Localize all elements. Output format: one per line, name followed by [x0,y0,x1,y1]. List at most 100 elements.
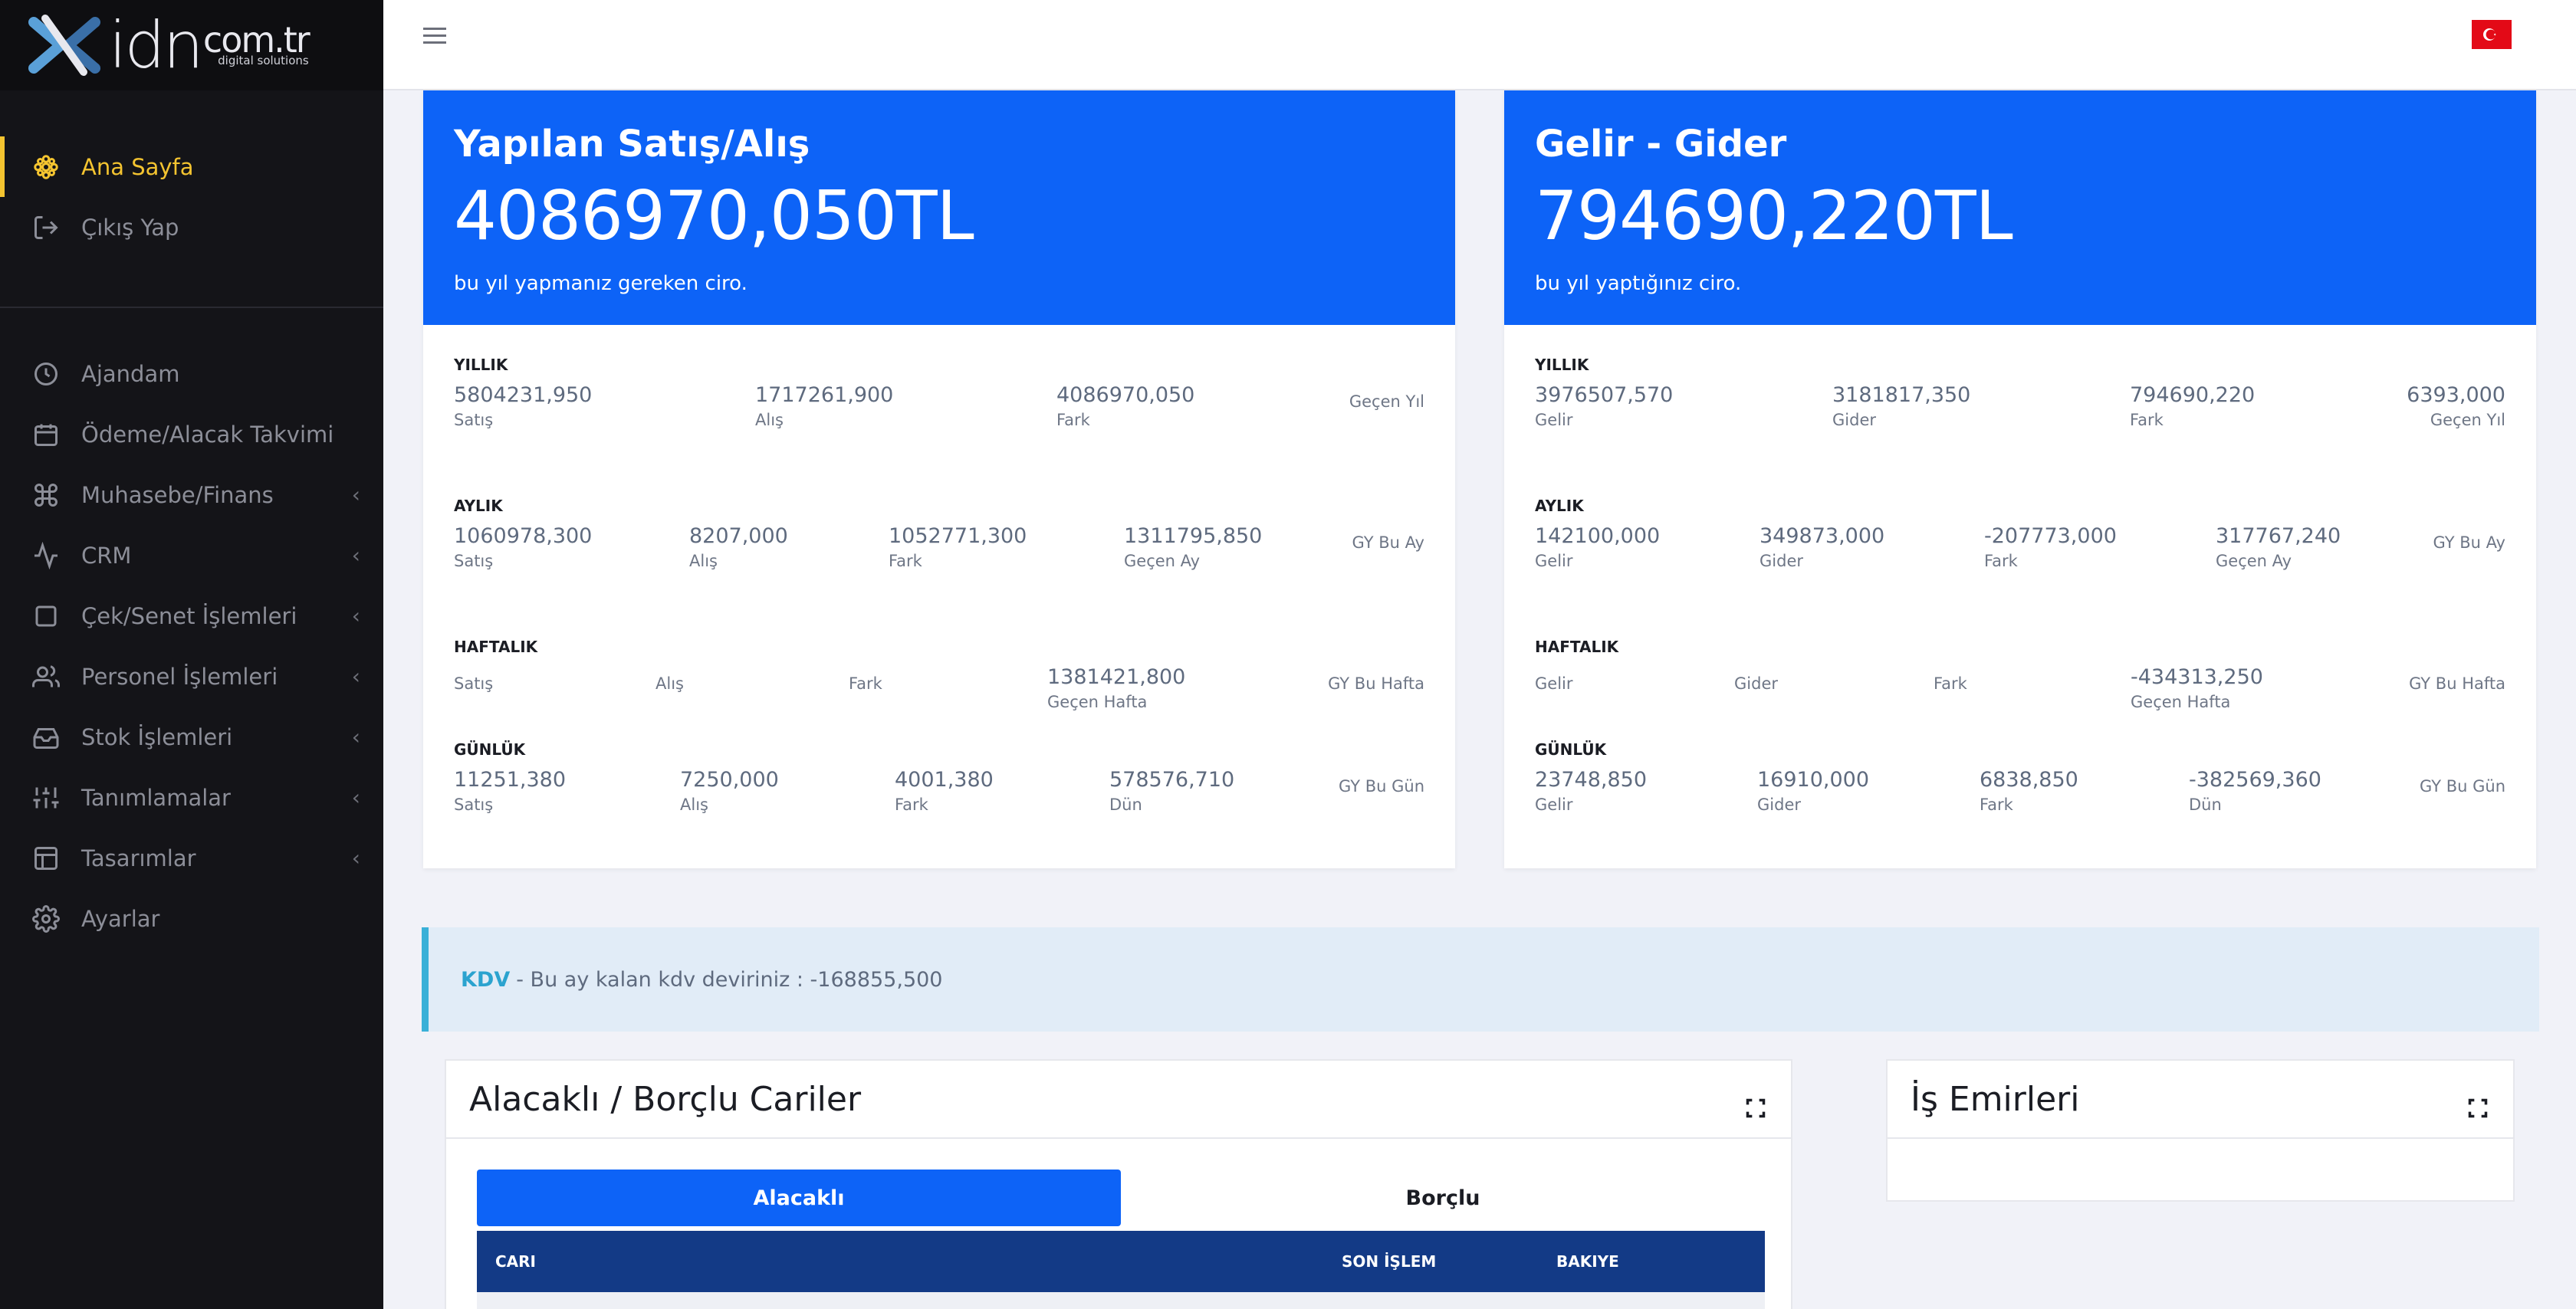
calendar-icon [32,421,60,448]
expand-icon[interactable] [1745,1088,1766,1118]
stat: 23748,850 Gelir [1535,768,1648,814]
logo-mark-icon [28,15,100,76]
income-card-body: YILLIK 3976507,570 Gelir 3181817,350 Gider… [1504,325,2536,814]
logo[interactable]: idn com.tr digital solutions [0,0,383,90]
section-label: HAFTALIK [454,638,538,656]
sidebar-top-nav: Ana Sayfa Çıkış Yap [0,90,383,258]
column-header[interactable]: CARI [495,1252,536,1271]
activity-icon [32,541,60,569]
stat: 317767,240 Geçen Ay [2216,524,2341,570]
sidebar-item-label: Tanımlamalar [81,784,231,811]
stat: 1381421,800 Geçen Hafta [1047,665,1186,711]
sidebar-item-label: Tasarımlar [81,845,196,871]
kdv-alert: KDV - Bu ay kalan kdv deviriniz : -16885… [422,927,2539,1032]
income-yearly: YILLIK 3976507,570 Gelir 3181817,350 Gider… [1535,325,2505,429]
sidebar: idn com.tr digital solutions Ana Sayfa Ç… [0,0,383,1309]
stat: 11251,380 Satış [454,768,567,814]
sidebar-item-stok[interactable]: Stok İşlemleri ‹ [0,707,383,767]
stat: 6393,000 Geçen Yıl [2407,383,2505,429]
stat: 4001,380 Fark [895,768,994,814]
sales-card-body: YILLIK 5804231,950 Satış 1717261,900 Alış … [423,325,1455,814]
sidebar-main-nav: Ajandam Ödeme/Alacak Takvimi Muhasebe/Fi… [0,343,383,949]
sales-card: Yapılan Satış/Alış 4086970,050TL bu yıl … [423,90,1455,868]
table-row[interactable] [477,1292,1765,1309]
layout-icon [32,845,60,872]
square-icon [32,602,60,630]
logo-main-text: idn [109,8,204,83]
stat: Alış [656,674,684,693]
sidebar-item-odeme-takvimi[interactable]: Ödeme/Alacak Takvimi [0,404,383,464]
stat-compare-label: GY Bu Gün [2419,777,2505,796]
chevron-left-icon: ‹ [351,845,360,871]
section-label: AYLIK [454,497,503,515]
chevron-left-icon: ‹ [351,724,360,750]
chevron-left-icon: ‹ [351,482,360,507]
sidebar-item-tasarimlar[interactable]: Tasarımlar ‹ [0,828,383,888]
stat: Gelir [1535,674,1573,693]
tab-alacakli[interactable]: Alacaklı [477,1170,1121,1226]
stat-compare-label: Geçen Yıl [1349,392,1424,411]
logo-tagline: digital solutions [218,54,309,67]
sidebar-item-cikis-yap[interactable]: Çıkış Yap [0,197,383,258]
stat: 3181817,350 Gider [1832,383,1971,429]
sidebar-item-label: Ana Sayfa [81,153,194,180]
sidebar-item-crm[interactable]: CRM ‹ [0,525,383,586]
stat: 1717261,900 Alış [755,383,894,429]
sales-yearly: YILLIK 5804231,950 Satış 1717261,900 Alış … [454,325,1424,429]
sidebar-item-ajandam[interactable]: Ajandam [0,343,383,404]
sidebar-item-ayarlar[interactable]: Ayarlar [0,888,383,949]
sidebar-item-label: Ödeme/Alacak Takvimi [81,421,334,448]
stat: 578576,710 Dün [1109,768,1235,814]
sales-daily: GÜNLÜK 11251,380 Satış 7250,000 Alış 4001,… [454,711,1424,814]
sidebar-item-cek-senet[interactable]: Çek/Senet İşlemleri ‹ [0,586,383,646]
column-header[interactable]: SON İŞLEM [1342,1252,1437,1271]
sidebar-divider [0,307,383,308]
stat: 5804231,950 Satış [454,383,593,429]
income-card: Gelir - Gider 794690,220TL bu yıl yaptığ… [1504,90,2536,868]
section-label: YILLIK [454,356,508,374]
sales-card-amount: 4086970,050TL [454,176,974,255]
stat: 349873,000 Gider [1760,524,1885,570]
sidebar-item-personel[interactable]: Personel İşlemleri ‹ [0,646,383,707]
sidebar-item-label: Personel İşlemleri [81,663,278,690]
sales-weekly: HAFTALIK Satış Alış Fark 1381421,800 Geçe… [454,570,1424,711]
stat-compare-label: GY Bu Ay [2433,533,2506,552]
stat: 8207,000 Alış [689,524,788,570]
chevron-left-icon: ‹ [351,603,360,628]
stat: Satış [454,674,494,693]
stat: Fark [1934,674,1967,693]
column-header[interactable]: BAKIYE [1556,1252,1619,1271]
kdv-tag: KDV [461,967,511,992]
income-daily: GÜNLÜK 23748,850 Gelir 16910,000 Gider 683… [1535,711,2505,814]
is-emirleri-panel-header: İş Emirleri [1888,1061,2513,1139]
panel-title: İş Emirleri [1911,1079,2080,1119]
stat: 7250,000 Alış [680,768,779,814]
turkey-flag-icon[interactable] [2472,20,2512,49]
panel-title: Alacaklı / Borçlu Cariler [469,1079,862,1119]
menu-toggle-icon[interactable] [423,28,446,46]
topbar [383,0,2576,90]
sidebar-item-label: Çıkış Yap [81,214,179,241]
logo-domain: com.tr [202,19,310,61]
expand-icon[interactable] [2467,1088,2489,1118]
chevron-left-icon: ‹ [351,664,360,689]
section-label: HAFTALIK [1535,638,1619,656]
sales-monthly: AYLIK 1060978,300 Satış 8207,000 Alış 1052… [454,429,1424,570]
income-card-amount: 794690,220TL [1535,176,2013,255]
sidebar-item-label: Ayarlar [81,905,160,932]
sidebar-item-label: Ajandam [81,360,180,387]
stat: 794690,220 Fark [2130,383,2256,429]
sidebar-item-ana-sayfa[interactable]: Ana Sayfa [0,136,383,197]
kdv-text: - Bu ay kalan kdv deviriniz : -168855,50… [516,967,943,992]
sidebar-item-muhasebe-finans[interactable]: Muhasebe/Finans ‹ [0,464,383,525]
users-icon [32,663,60,691]
sliders-icon [32,784,60,812]
tab-borclu[interactable]: Borçlu [1405,1186,1480,1210]
sidebar-item-tanimlamalar[interactable]: Tanımlamalar ‹ [0,767,383,828]
stat: 1311795,850 Geçen Ay [1124,524,1263,570]
income-card-title: Gelir - Gider [1535,123,1787,166]
income-monthly: AYLIK 142100,000 Gelir 349873,000 Gider -2… [1535,429,2505,570]
stat: 3976507,570 Gelir [1535,383,1674,429]
chevron-left-icon: ‹ [351,543,360,568]
stat: 1060978,300 Satış [454,524,593,570]
